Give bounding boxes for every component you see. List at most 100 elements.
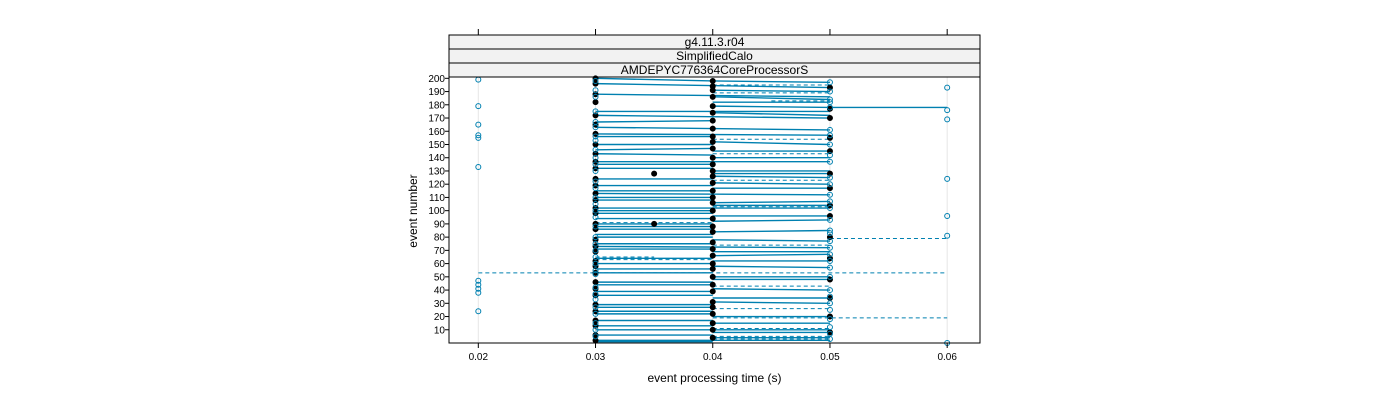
y-tick-label: 100 (428, 206, 445, 217)
data-point-open (826, 257, 833, 264)
data-point-open (826, 104, 833, 111)
data-point-filled (709, 179, 716, 186)
data-point-open (592, 124, 599, 131)
data-point-open (826, 306, 833, 313)
data-point-open (592, 320, 599, 327)
data-point-filled (826, 115, 833, 122)
data-point-filled (709, 228, 716, 235)
data-point-open (826, 324, 833, 331)
data-point-open (592, 108, 599, 115)
segment (712, 239, 830, 242)
y-tick-label: 200 (428, 74, 445, 85)
data-point-open (826, 251, 833, 258)
data-point-open (826, 238, 833, 245)
y-tick-label: 130 (428, 166, 445, 177)
data-point-open (826, 152, 833, 159)
data-point-open (592, 271, 599, 278)
data-point-open (475, 277, 482, 284)
x-axis-title: event processing time (s) (647, 371, 781, 385)
segment (712, 112, 830, 117)
data-point-filled (592, 279, 599, 286)
data-point-open (826, 293, 833, 300)
data-point-open (826, 300, 833, 307)
segment (595, 126, 713, 130)
data-point-open (592, 304, 599, 311)
data-point-open (826, 230, 833, 237)
data-point-filled (709, 304, 716, 311)
data-point-filled (709, 161, 716, 168)
x-tick-label: 0.04 (703, 352, 723, 363)
data-point-filled (709, 288, 716, 295)
data-point-filled (709, 246, 716, 253)
y-tick-label: 90 (434, 219, 446, 230)
segment (595, 77, 713, 82)
data-point-filled (709, 187, 716, 194)
data-point-open (592, 133, 599, 140)
data-point-open (592, 93, 599, 100)
data-point-filled (709, 77, 716, 84)
plot-frame (448, 76, 981, 344)
data-point-open (592, 253, 599, 260)
y-tick-label: 30 (434, 299, 446, 310)
y-tick-label: 120 (428, 180, 445, 191)
y-tick-label: 160 (428, 127, 445, 138)
data-point-open (592, 87, 599, 94)
data-point-open (826, 273, 833, 280)
data-point-open (826, 158, 833, 165)
data-point-filled (709, 207, 716, 214)
data-point-filled (709, 260, 716, 267)
segment (712, 89, 830, 93)
data-point-open (592, 247, 599, 254)
data-point-open (944, 116, 951, 123)
y-tick-label: 70 (434, 246, 446, 257)
y-tick-label: 10 (434, 325, 446, 336)
data-point-open (592, 154, 599, 161)
segment (712, 229, 830, 233)
y-tick-label: 20 (434, 312, 446, 323)
segment (712, 175, 830, 179)
data-point-open (475, 281, 482, 288)
segment (595, 114, 830, 119)
segment (712, 200, 830, 204)
x-axis: 0.02 0.03 0.04 0.05 0.06 (469, 29, 957, 363)
segment (712, 288, 830, 291)
data-point-filled (709, 125, 716, 132)
data-point-open (826, 191, 833, 198)
data-point-open (826, 132, 833, 139)
y-tick-label: 60 (434, 259, 446, 270)
data-point-filled (709, 87, 716, 94)
data-point-open (592, 167, 599, 174)
strip-3: AMDEPYC776364CoreProcessorS (448, 62, 981, 78)
data-point-open (826, 96, 833, 103)
data-point-open (592, 77, 599, 84)
segment (712, 182, 830, 185)
x-tick-label: 0.05 (820, 352, 840, 363)
data-point-open (592, 333, 599, 340)
y-axis: 10 20 30 40 50 60 70 80 90 100 110 120 130 140 150 160 1… (428, 74, 449, 336)
data-point-open (592, 201, 599, 208)
data-point-filled (709, 265, 716, 272)
data-point-open (826, 174, 833, 181)
data-point-filled (709, 167, 716, 174)
y-tick-label: 170 (428, 114, 445, 125)
data-point-open (826, 216, 833, 223)
data-point-filled (709, 215, 716, 222)
data-point-filled (709, 223, 716, 230)
y-tick-label: 180 (428, 100, 445, 111)
y-tick-label: 150 (428, 140, 445, 151)
data-point-open (944, 212, 951, 219)
data-point-open (826, 198, 833, 205)
strip-label-3: AMDEPYC776364CoreProcessorS (621, 63, 808, 77)
segment (595, 192, 830, 196)
segment (712, 219, 830, 222)
data-point-filled (709, 138, 716, 145)
data-point-filled (709, 93, 716, 100)
y-axis-title: event number (406, 174, 420, 247)
data-point-open (592, 284, 599, 291)
data-point-open (944, 84, 951, 91)
data-point-filled (709, 252, 716, 259)
data-point-filled (592, 99, 599, 106)
data-point-open (592, 137, 599, 144)
data-point-filled (709, 154, 716, 161)
